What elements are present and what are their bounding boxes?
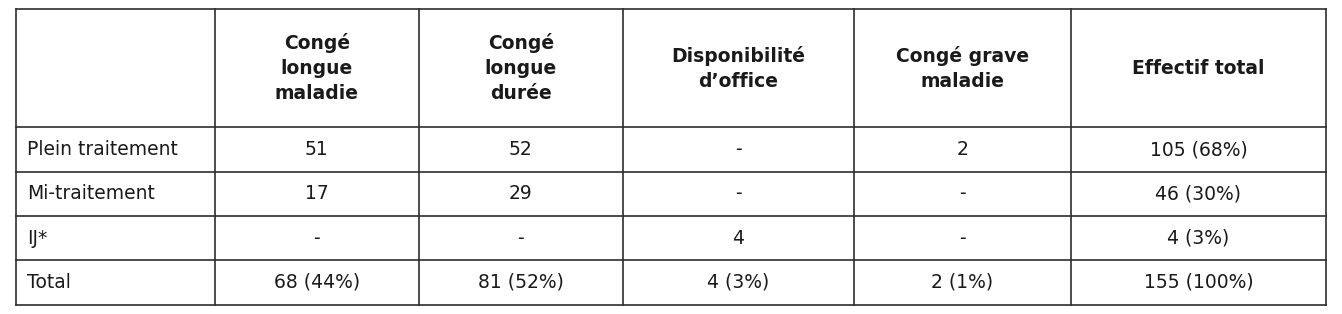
Text: 4: 4	[733, 229, 743, 248]
Text: 105 (68%): 105 (68%)	[1150, 140, 1247, 159]
Text: 52: 52	[509, 140, 533, 159]
Text: Congé
longue
maladie: Congé longue maladie	[275, 34, 358, 103]
Text: 4 (3%): 4 (3%)	[707, 273, 769, 292]
Text: Congé grave
maladie: Congé grave maladie	[895, 46, 1029, 91]
Text: 4 (3%): 4 (3%)	[1168, 229, 1229, 248]
Text: 2: 2	[957, 140, 968, 159]
Text: Disponibilité
d’office: Disponibilité d’office	[671, 46, 805, 91]
Text: 17: 17	[305, 184, 329, 203]
Text: 29: 29	[509, 184, 533, 203]
Text: -: -	[735, 140, 741, 159]
Text: 155 (100%): 155 (100%)	[1143, 273, 1253, 292]
Text: Mi-traitement: Mi-traitement	[27, 184, 154, 203]
Text: 46 (30%): 46 (30%)	[1155, 184, 1241, 203]
Text: IJ*: IJ*	[27, 229, 47, 248]
Text: -: -	[960, 184, 965, 203]
Text: -: -	[735, 184, 741, 203]
Text: 2 (1%): 2 (1%)	[931, 273, 993, 292]
Text: 81 (52%): 81 (52%)	[478, 273, 564, 292]
Text: Total: Total	[27, 273, 71, 292]
Text: -: -	[314, 229, 319, 248]
Text: -: -	[518, 229, 523, 248]
Text: Effectif total: Effectif total	[1133, 59, 1264, 78]
Text: Congé
longue
durée: Congé longue durée	[484, 34, 557, 103]
Text: 68 (44%): 68 (44%)	[274, 273, 360, 292]
Text: -: -	[960, 229, 965, 248]
Text: 51: 51	[305, 140, 329, 159]
Text: Plein traitement: Plein traitement	[27, 140, 177, 159]
